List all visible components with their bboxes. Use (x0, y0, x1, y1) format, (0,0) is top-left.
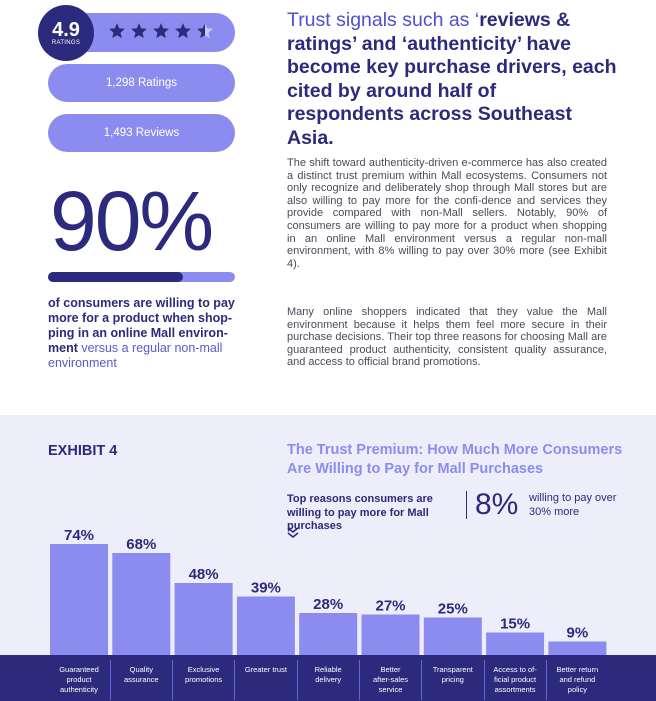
exhibit-pct: 8% (475, 488, 519, 521)
bar (112, 553, 171, 660)
bar-chart: 74% 68% 48% 39% 28% 27% 25% 15% 9% (50, 527, 607, 660)
stat-description-bold: of consumers are willing to pay more for… (48, 296, 235, 355)
headline: Trust signals such as ‘reviews & ratings… (287, 9, 617, 150)
reviews-count: 1,493 Reviews (103, 127, 180, 139)
bar (423, 617, 482, 660)
bar (299, 613, 358, 660)
star-icon (131, 23, 147, 39)
stat-progress-fill (48, 272, 183, 282)
bar (236, 596, 295, 660)
category-separator (545, 660, 547, 700)
bar-value-label: 68% (126, 536, 156, 553)
category-separator (359, 660, 360, 700)
stat-value: 90% (50, 174, 214, 268)
exhibit-title: The Trust Premium: How Much More Consume… (287, 442, 623, 477)
category-separator (296, 660, 298, 700)
bar (174, 583, 233, 660)
bar (50, 544, 108, 660)
body-paragraph-1: The shift toward authenticity-driven e-c… (287, 157, 607, 270)
category-separator (483, 660, 485, 700)
category-label: Exclusive promotions (185, 665, 223, 684)
stat-description: of consumers are willing to pay more for… (48, 296, 243, 371)
bar-value-label: 9% (567, 625, 589, 642)
category-label: Quality assurance (123, 665, 159, 684)
exhibit-divider (466, 491, 467, 519)
star-rating (108, 22, 214, 40)
stat-progress-track (48, 272, 235, 282)
category-label: Better return and refund policy (556, 665, 599, 694)
category-label: Greater trust (244, 665, 287, 674)
bar-value-label: 15% (500, 616, 530, 633)
bar (361, 614, 420, 660)
star-icon (153, 23, 169, 39)
body-paragraph-2: Many online shoppers indicated that they… (287, 306, 607, 369)
exhibit-pct-label: willing to pay over 30% more (529, 492, 617, 518)
exhibit-subtitle: Top reasons consumers are willing to pay… (287, 493, 433, 532)
bar-value-label: 74% (64, 527, 94, 544)
rating-score-label: RATINGS (51, 40, 81, 46)
bar-value-label: 27% (375, 598, 405, 615)
category-separator (172, 660, 174, 700)
bar-value-label: 39% (251, 580, 281, 597)
category-separator (109, 660, 111, 700)
rating-badge: 4.9 RATINGS (38, 5, 94, 61)
star-icon (109, 23, 125, 39)
exhibit-label: EXHIBIT 4 (48, 443, 118, 459)
stat-description-rest: versus a regular non-mall environment (48, 341, 223, 370)
category-label: Access to of-ficial product assortments (493, 665, 537, 694)
category-separator (234, 660, 236, 700)
headline-part1: Trust signals such as ‘ (287, 9, 480, 31)
headline-part2: reviews & ratings’ and ‘authenticity’ ha… (287, 9, 617, 149)
category-label: Transparent pricing (432, 665, 473, 684)
ratings-count: 1,298 Ratings (106, 77, 177, 89)
star-icon (197, 23, 213, 39)
category-separator (421, 660, 423, 700)
ratings-count-pill: 1,298 Ratings (48, 64, 235, 102)
category-label: Better after-sales service (372, 665, 408, 694)
rating-score: 4.9 (52, 19, 80, 41)
category-label: Reliable delivery (314, 665, 342, 684)
category-label: Guaranteed product authenticity (59, 665, 99, 694)
star-icon (175, 23, 191, 39)
bar-value-label: 25% (438, 601, 468, 618)
bar-value-label: 48% (189, 566, 219, 583)
bar-value-label: 28% (313, 596, 343, 613)
reviews-count-pill: 1,493 Reviews (48, 114, 235, 152)
chevron-down-icon (287, 527, 299, 539)
